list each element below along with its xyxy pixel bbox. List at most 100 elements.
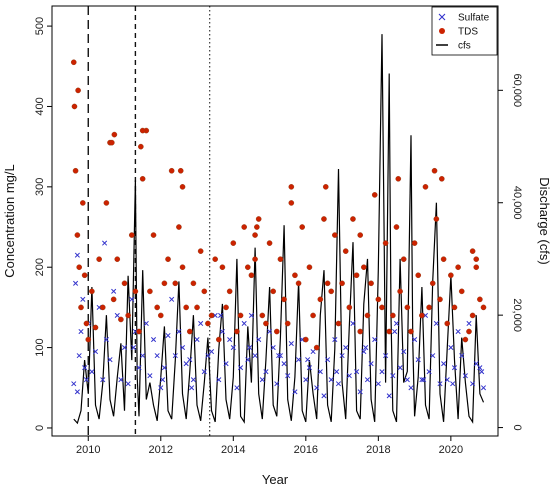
tds-point [274, 328, 280, 335]
tds-point [342, 248, 349, 254]
sulfate-point [325, 357, 331, 363]
tds-point [254, 224, 260, 230]
tds-point [357, 232, 364, 238]
tds-point [346, 304, 353, 311]
sulfate-point [288, 341, 294, 347]
sulfate-point [433, 320, 439, 327]
tds-point [324, 280, 331, 287]
sulfate-point [305, 357, 311, 363]
tds-point [121, 280, 128, 287]
sulfate-point [350, 320, 356, 327]
tds-point [281, 296, 287, 303]
sulfate-point [332, 336, 338, 343]
legend-label: TDS [458, 27, 478, 38]
tds-point [321, 216, 327, 222]
sulfate-point [339, 353, 345, 359]
sulfate-point [285, 373, 291, 379]
tds-point [306, 264, 313, 271]
sulfate-point [219, 328, 225, 335]
sulfate-point [364, 377, 371, 383]
tds-point [433, 216, 440, 222]
sulfate-point [334, 369, 340, 375]
sulfate-point [276, 353, 282, 359]
tds-point [458, 288, 465, 295]
cfs-line [73, 34, 485, 425]
sulfate-point [437, 381, 443, 387]
plot-frame [51, 5, 499, 437]
tds-point [194, 304, 200, 311]
sulfate-point [412, 336, 418, 343]
sulfate-point [111, 288, 117, 294]
y2-tick-label: 60,000 [511, 73, 523, 107]
sulfate-point [397, 365, 403, 371]
tds-point [466, 328, 472, 335]
tds-point [81, 272, 88, 279]
sulfate-point [154, 353, 160, 359]
sulfate-point [216, 377, 222, 383]
sulfate-point [267, 328, 273, 335]
sulfate-point [189, 385, 195, 391]
legend-sulfate-marker [438, 13, 446, 21]
sulfate-point [89, 369, 95, 375]
sulfate-point [375, 381, 381, 387]
sulfate-point [107, 357, 113, 363]
sulfate-point [161, 365, 167, 371]
axes: 2010 2012 2014 2016 2018 2020 0 100 200 300 400 500… [34, 17, 523, 456]
sulfate-point [421, 377, 427, 383]
tds-point [303, 336, 309, 343]
tds-point [96, 256, 102, 262]
sulfate-point [450, 381, 456, 387]
tds-point [444, 320, 451, 327]
tds-point [313, 344, 320, 351]
sulfate-point [448, 345, 454, 351]
sulfate-point [194, 336, 200, 343]
tds-point [252, 256, 258, 262]
sulfate-point [455, 328, 461, 335]
tds-point [361, 264, 367, 271]
sulfate-point [208, 349, 215, 355]
tds-point [248, 272, 255, 279]
sulfate-point [176, 328, 182, 335]
tds-point [111, 131, 118, 138]
tds-point [255, 216, 262, 222]
sulfate-point [415, 357, 421, 363]
sulfate-point [259, 377, 265, 383]
sulfate-point [100, 377, 106, 383]
tds-point [317, 296, 324, 303]
tds-point [80, 200, 86, 206]
tds-point [322, 184, 329, 190]
tds-point [419, 312, 425, 319]
tds-point [429, 280, 436, 287]
sulfate-point [404, 377, 410, 383]
tds-point [234, 328, 240, 335]
sulfate-point [256, 336, 262, 343]
sulfate-point [477, 365, 483, 371]
tds-point [350, 216, 356, 222]
tds-point [176, 224, 182, 230]
sulfate-point [281, 361, 287, 367]
y2-tick-label: 40,000 [511, 186, 523, 220]
tds-point [103, 200, 110, 206]
sulfate-point [379, 369, 385, 375]
tds-point [395, 176, 402, 182]
sulfate-point [172, 353, 178, 359]
tds-point [230, 240, 237, 246]
tds-point [76, 264, 82, 271]
sulfate-point [147, 373, 153, 379]
sulfate-point [136, 365, 142, 371]
tds-point [92, 324, 99, 331]
x-tick-label: 2018 [366, 444, 390, 456]
tds-point [72, 167, 79, 174]
sulfate-point [479, 369, 485, 375]
tds-point [138, 143, 144, 150]
tds-point [295, 280, 302, 287]
tds-point [245, 264, 251, 271]
sulfate-point [118, 377, 124, 383]
x-tick-label: 2016 [294, 444, 318, 456]
sulfate-point [74, 389, 80, 395]
tds-point [71, 103, 78, 110]
sulfate-point [102, 240, 108, 246]
sulfate-point [314, 385, 320, 391]
tds-point [415, 272, 422, 279]
